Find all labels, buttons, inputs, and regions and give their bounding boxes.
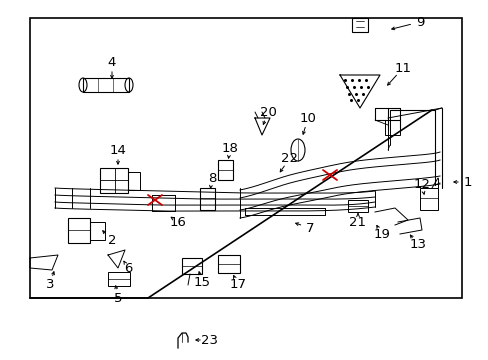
Text: 15: 15 [193, 275, 210, 288]
Text: 18: 18 [221, 141, 238, 154]
Text: 9: 9 [415, 15, 423, 28]
Text: 23: 23 [201, 333, 218, 346]
Bar [90, 222, 105, 240]
Bar [83, 78, 129, 92]
Text: 16: 16 [169, 216, 186, 229]
Text: 20: 20 [259, 105, 276, 118]
Text: 17: 17 [229, 279, 246, 292]
Text: 3: 3 [46, 279, 54, 292]
Bar [347, 200, 367, 212]
Text: 4: 4 [107, 55, 116, 68]
Text: 6: 6 [123, 261, 132, 274]
Text: 21: 21 [349, 216, 366, 229]
Text: 2: 2 [107, 234, 116, 247]
Text: 5: 5 [114, 292, 122, 305]
Text: 13: 13 [408, 238, 426, 252]
Text: 7: 7 [305, 221, 314, 234]
Text: 1: 1 [463, 175, 471, 189]
Text: 12: 12 [413, 179, 429, 192]
Text: 11: 11 [394, 62, 411, 75]
Text: 19: 19 [373, 229, 389, 242]
Bar [374, 108, 399, 120]
Bar [419, 188, 437, 210]
Bar [218, 160, 232, 180]
Bar [384, 120, 399, 135]
Text: 8: 8 [207, 171, 216, 184]
Bar [100, 168, 128, 193]
Text: 10: 10 [299, 112, 316, 125]
Text: 14: 14 [109, 144, 126, 157]
Bar [218, 255, 240, 273]
Bar [68, 218, 90, 243]
Bar [182, 258, 202, 274]
Bar [200, 188, 215, 210]
Bar [30, 18, 461, 298]
Bar [108, 272, 130, 286]
Bar [128, 172, 140, 190]
Text: 22: 22 [281, 152, 298, 165]
